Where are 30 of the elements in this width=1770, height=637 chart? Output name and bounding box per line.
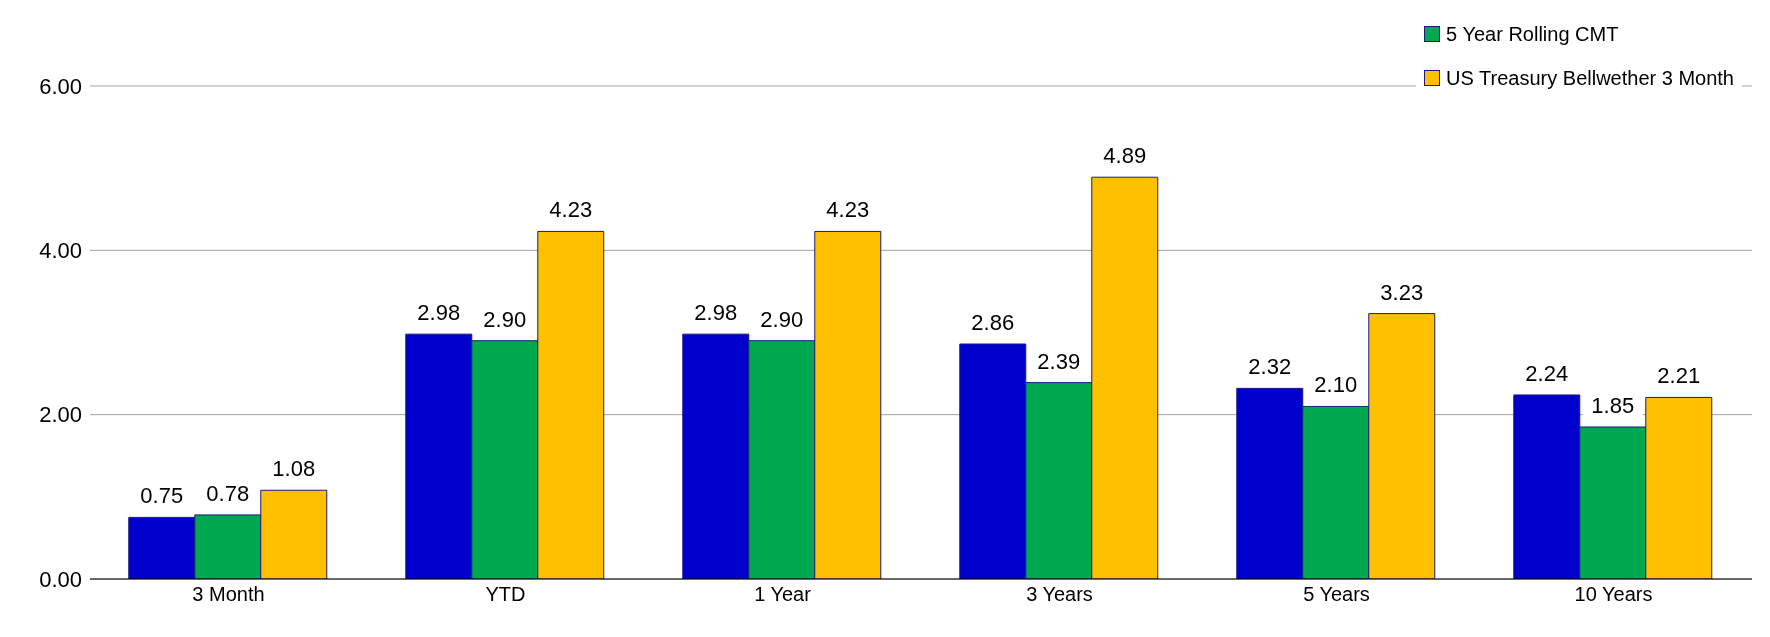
x-tick-label: 3 Month <box>192 583 265 606</box>
data-label: 4.89 <box>1103 143 1147 169</box>
legend-label: 5 Year Rolling CMT <box>1446 22 1619 46</box>
y-tick-label: 6.00 <box>39 73 82 99</box>
data-label: 0.78 <box>206 480 250 506</box>
data-label: 2.24 <box>1525 360 1569 386</box>
data-label: 2.39 <box>1037 348 1081 374</box>
data-label: 2.98 <box>417 300 461 326</box>
x-tick-label: YTD <box>485 583 526 606</box>
y-tick-label: 0.00 <box>39 566 82 592</box>
data-label: 2.21 <box>1657 363 1701 389</box>
data-label: 2.98 <box>694 300 738 326</box>
y-tick-label: 2.00 <box>39 402 82 428</box>
x-tick-label: 5 Years <box>1303 583 1370 606</box>
x-tick-label: 10 Years <box>1574 583 1653 606</box>
data-label: 2.86 <box>971 310 1015 335</box>
data-label: 4.23 <box>826 197 870 223</box>
data-label: 2.32 <box>1248 354 1292 380</box>
x-tick-label: 1 Year <box>754 583 812 606</box>
x-tick-label: 3 Years <box>1026 583 1093 606</box>
data-label: 1.85 <box>1591 392 1635 418</box>
data-label: 2.90 <box>760 306 804 332</box>
data-label: 4.23 <box>549 197 593 223</box>
data-label: 2.90 <box>483 306 527 332</box>
data-label: 0.75 <box>140 483 184 509</box>
legend-label: US Treasury Bellwether 3 Month <box>1446 66 1734 90</box>
data-label: 3.23 <box>1380 279 1424 305</box>
y-tick-label: 4.00 <box>39 238 82 264</box>
data-label: 2.10 <box>1314 372 1358 398</box>
data-label: 1.08 <box>272 456 316 482</box>
